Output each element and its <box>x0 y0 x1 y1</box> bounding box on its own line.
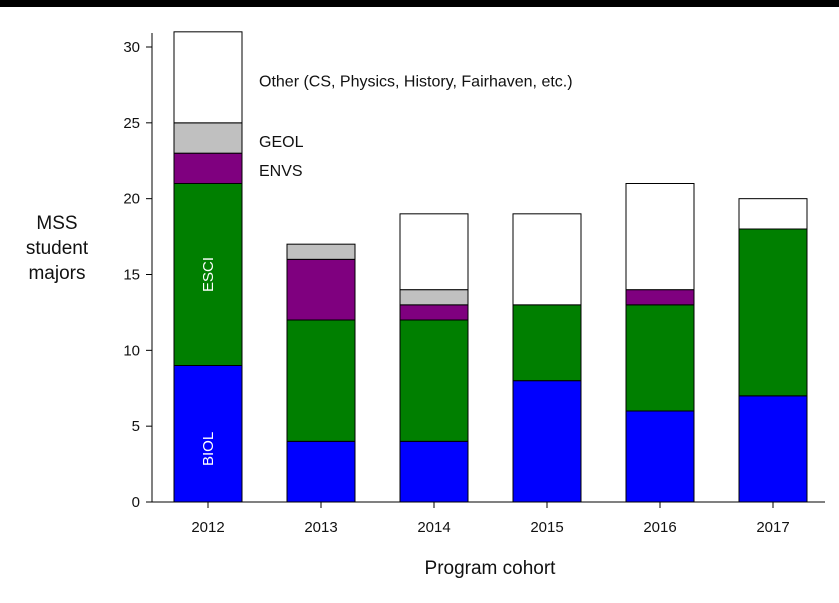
x-tick-label-2014: 2014 <box>417 519 450 536</box>
bar-2013-biol <box>286 440 356 503</box>
y-axis-label-line-2: student <box>25 238 89 259</box>
bar-2012-envs <box>173 152 243 185</box>
bar-2014-esci <box>399 319 469 442</box>
bar-2014-geol <box>399 289 469 306</box>
bar-2015-esci <box>512 304 582 382</box>
y-tick-label-10: 10 <box>123 342 140 359</box>
annotations-group: Other (CS, Physics, History, Fairhaven, … <box>200 73 573 466</box>
label-biol: BIOL <box>200 432 217 466</box>
bar-2017-other <box>738 198 808 230</box>
x-tick-label-2013: 2013 <box>304 519 337 536</box>
axes-group: 0 5 10 15 20 25 30 2012 2013 2014 2015 2016 2017 <box>123 33 825 536</box>
bar-2013-esci <box>286 319 356 442</box>
label-other: Other (CS, Physics, History, Fairhaven, … <box>259 73 573 90</box>
x-tick-label-2015: 2015 <box>530 519 563 536</box>
y-tick-label-5: 5 <box>132 418 140 435</box>
y-tick-label-25: 25 <box>123 115 140 132</box>
x-tick-label-2012: 2012 <box>191 519 224 536</box>
top-border <box>0 0 839 7</box>
y-tick-label-30: 30 <box>123 39 140 56</box>
y-tick-label-20: 20 <box>123 191 140 208</box>
bar-2013-geol <box>286 243 356 260</box>
label-envs: ENVS <box>259 163 303 180</box>
bars-group <box>173 31 808 503</box>
label-esci: ESCI <box>200 257 217 292</box>
bar-2014-other <box>399 213 469 291</box>
bar-2017-esci <box>738 228 808 397</box>
x-tick-label-2017: 2017 <box>756 519 789 536</box>
bar-2015-biol <box>512 380 582 503</box>
bar-2016-envs <box>625 289 695 306</box>
bar-2015-other <box>512 213 582 306</box>
y-axis-label-line-3: majors <box>28 263 86 284</box>
bar-2016-biol <box>625 410 695 503</box>
bar-2017-biol <box>738 395 808 503</box>
bar-2014-biol <box>399 440 469 503</box>
y-tick-label-0: 0 <box>132 494 140 511</box>
bar-2013-envs <box>286 258 356 321</box>
bar-2012-esci <box>173 183 243 366</box>
bar-2014-envs <box>399 304 469 321</box>
bar-2012-geol <box>173 122 243 154</box>
bar-2016-esci <box>625 304 695 412</box>
bar-2016-other <box>625 183 695 291</box>
y-axis-label-line-1: MSS <box>36 213 78 234</box>
y-tick-label-15: 15 <box>123 267 140 284</box>
label-geol: GEOL <box>259 134 304 151</box>
bar-2012-other <box>173 31 243 124</box>
x-tick-label-2016: 2016 <box>643 519 676 536</box>
x-axis-label: Program cohort <box>424 558 556 579</box>
